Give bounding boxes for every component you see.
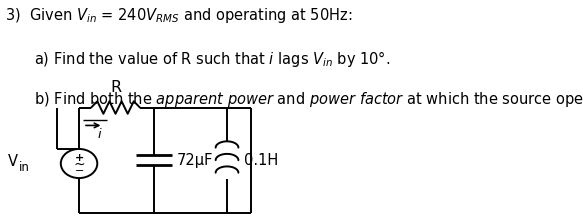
Text: V: V (8, 154, 18, 169)
Text: i: i (97, 128, 101, 141)
Text: ~: ~ (73, 158, 85, 172)
Text: 72μF: 72μF (176, 153, 213, 168)
Text: 3)  Given $V_{in}$ = 240$V_{RMS}$ and operating at 50Hz:: 3) Given $V_{in}$ = 240$V_{RMS}$ and ope… (5, 6, 353, 25)
Text: R: R (110, 80, 121, 95)
Text: −: − (75, 166, 84, 176)
Text: b) Find both the $\it{apparent\ power}$ and $\it{power\ factor}$ at which the so: b) Find both the $\it{apparent\ power}$ … (34, 90, 583, 109)
Text: a) Find the value of R such that $i$ lags $V_{in}$ by 10$°$.: a) Find the value of R such that $i$ lag… (34, 49, 391, 69)
Text: 0.1H: 0.1H (244, 153, 279, 168)
Text: +: + (75, 153, 84, 163)
Text: in: in (19, 161, 30, 174)
